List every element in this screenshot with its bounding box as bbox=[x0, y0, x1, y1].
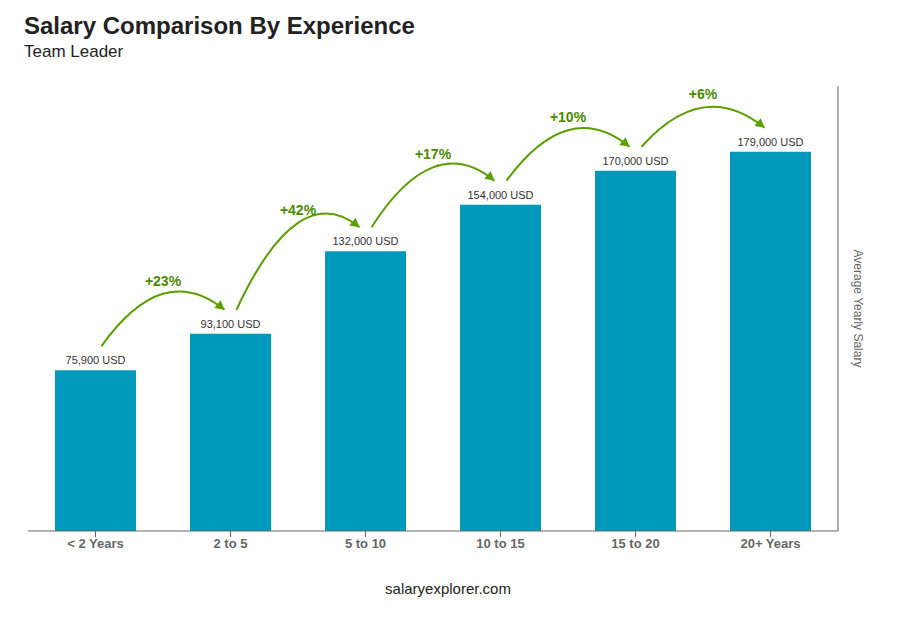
svg-text:< 2 Years: < 2 Years bbox=[67, 536, 124, 551]
svg-text:+17%: +17% bbox=[415, 146, 452, 162]
svg-text:+10%: +10% bbox=[550, 109, 587, 125]
html-text:salaryexplorer.com: salaryexplorer.com bbox=[385, 580, 511, 597]
svg-text:Average Yearly Salary: Average Yearly Salary bbox=[851, 250, 865, 368]
svg-text:93,100 USD: 93,100 USD bbox=[201, 318, 261, 330]
svg-text:5 to 10: 5 to 10 bbox=[345, 536, 386, 551]
svg-text:10 to 15: 10 to 15 bbox=[476, 536, 524, 551]
svg-text:20+ Years: 20+ Years bbox=[740, 536, 800, 551]
html-text:Team Leader: Team Leader bbox=[24, 42, 124, 61]
svg-text:15 to 20: 15 to 20 bbox=[611, 536, 659, 551]
svg-text:132,000 USD: 132,000 USD bbox=[332, 235, 398, 247]
svg-text:154,000 USD: 154,000 USD bbox=[467, 189, 533, 201]
svg-text:179,000 USD: 179,000 USD bbox=[737, 136, 803, 148]
svg-text:170,000 USD: 170,000 USD bbox=[602, 155, 668, 167]
svg-text:2 to 5: 2 to 5 bbox=[214, 536, 248, 551]
svg-text:+6%: +6% bbox=[689, 86, 718, 102]
svg-text:75,900 USD: 75,900 USD bbox=[66, 354, 126, 366]
svg-text:+42%: +42% bbox=[280, 202, 317, 218]
svg-text:+23%: +23% bbox=[145, 273, 182, 289]
html-text:Salary Comparison By Experienc: Salary Comparison By Experience bbox=[24, 12, 415, 39]
